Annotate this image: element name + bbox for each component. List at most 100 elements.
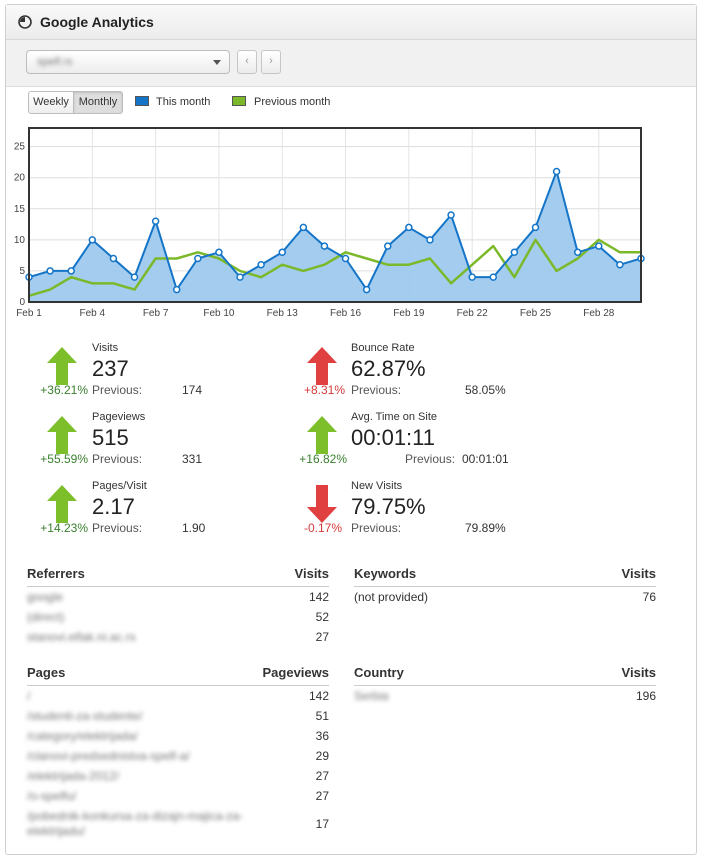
page-views: 142 bbox=[308, 689, 329, 703]
page-path[interactable]: /pobednik-konkursa-za-dizajn-majica-za-e… bbox=[27, 809, 244, 838]
avg-time-value: 00:01:11 bbox=[351, 425, 436, 450]
x-tick-label: Feb 25 bbox=[520, 308, 552, 319]
referrers-header: Referrers Visits bbox=[27, 564, 329, 587]
x-tick-label: Feb 28 bbox=[583, 308, 615, 319]
this-month-point bbox=[88, 236, 97, 244]
arrow-up-icon bbox=[47, 347, 77, 385]
page-path[interactable]: /category/elektrijada/ bbox=[27, 729, 138, 743]
page-path[interactable]: /o-spelfu/ bbox=[27, 789, 77, 803]
referrers-title: Referrers bbox=[27, 566, 85, 581]
this-month-point bbox=[151, 217, 160, 225]
x-tick-label: Feb 16 bbox=[330, 308, 362, 319]
prev-button[interactable]: ‹ bbox=[237, 50, 257, 74]
this-month-point bbox=[405, 223, 413, 232]
pages-title: Pages bbox=[27, 665, 66, 680]
this-month-point bbox=[278, 248, 286, 257]
referrer-visits: 52 bbox=[315, 610, 329, 624]
new-visits-label: New Visits bbox=[351, 480, 403, 492]
this-month-point bbox=[46, 267, 54, 275]
referrers-col: Visits bbox=[294, 566, 329, 581]
keywords-title: Keywords bbox=[354, 566, 417, 581]
referrer-name[interactable]: (direct) bbox=[27, 610, 65, 624]
referrer-name[interactable]: google bbox=[27, 590, 64, 604]
this-month-point bbox=[616, 260, 624, 269]
pageviews-previous-value: 331 bbox=[182, 452, 203, 466]
table-row: /o-spelfu/27 bbox=[27, 786, 329, 806]
pages-visit-previous-label: Previous: bbox=[92, 521, 143, 535]
x-tick-label: Feb 22 bbox=[457, 308, 489, 319]
page-path[interactable]: /elektrijada-2012/ bbox=[27, 769, 120, 783]
pageviews-value: 515 bbox=[92, 425, 129, 450]
referrer-visits: 27 bbox=[315, 630, 329, 644]
arrow-up-icon bbox=[47, 416, 77, 454]
this-month-point bbox=[595, 242, 603, 250]
visits-label: Visits bbox=[92, 342, 119, 354]
this-month-line bbox=[28, 170, 642, 291]
page-views: 17 bbox=[315, 817, 329, 831]
table-row: / 142 bbox=[27, 686, 329, 706]
bounce-rate-value: 62.87% bbox=[351, 356, 426, 381]
avg-time-previous-label: Previous: bbox=[405, 452, 456, 466]
pageviews-label: Pageviews bbox=[92, 411, 146, 423]
page-views: 27 bbox=[315, 789, 329, 803]
table-row: Serbia 196 bbox=[354, 686, 656, 706]
this-month-point bbox=[172, 285, 181, 294]
this-month-point bbox=[510, 248, 519, 257]
next-button[interactable]: › bbox=[261, 50, 281, 74]
page-views: 29 bbox=[315, 749, 329, 763]
legend-previous-month[interactable]: Previous month bbox=[254, 96, 331, 108]
this-month-point bbox=[362, 285, 371, 294]
referrer-name[interactable]: stanovi.elfak.ni.ac.rs bbox=[27, 630, 136, 644]
previous-month-line bbox=[28, 238, 641, 297]
legend-this-month[interactable]: This month bbox=[156, 96, 211, 108]
bounce-rate-previous-label: Previous: bbox=[351, 383, 402, 397]
widget-header: Google Analytics bbox=[6, 5, 696, 40]
avg-time-label: Avg. Time on Site bbox=[351, 411, 438, 423]
page-path[interactable]: /clanovi-predsednistva-spelf-a/ bbox=[27, 749, 190, 763]
widget-title: Google Analytics bbox=[40, 14, 154, 30]
new-visits-value: 79.75% bbox=[351, 494, 426, 519]
this-month-point bbox=[194, 254, 202, 263]
arrow-down-icon bbox=[307, 485, 337, 523]
site-select[interactable]: spelf.rs bbox=[26, 50, 230, 74]
table-row: /studenti-za-studente/51 bbox=[27, 706, 329, 726]
visits-change: +36.21% bbox=[40, 383, 88, 397]
bounce-rate-change: +8.31% bbox=[303, 383, 345, 397]
this-month-point bbox=[109, 254, 118, 263]
this-month-point bbox=[573, 248, 582, 257]
referrers-table: Referrers Visits google 142 (direct) 52 st… bbox=[27, 564, 329, 647]
pages-visit-label: Pages/Visit bbox=[92, 480, 147, 492]
arrow-up-icon bbox=[47, 485, 77, 523]
this-month-point bbox=[299, 223, 308, 232]
arrow-up-icon bbox=[307, 416, 337, 454]
weekly-button[interactable]: Weekly bbox=[28, 91, 74, 114]
country-table: Country Visits Serbia 196 bbox=[354, 663, 656, 706]
visits-chart: 0 5 10 15 20 25 Feb 1 Feb 4 Feb 7 Feb 10 Feb 13 Feb… bbox=[0, 118, 692, 328]
table-row: /clanovi-predsednistva-spelf-a/29 bbox=[27, 746, 329, 766]
new-visits-previous-value: 79.89% bbox=[465, 521, 506, 535]
y-tick-label: 25 bbox=[14, 142, 26, 153]
table-row: stanovi.elfak.ni.ac.rs 27 bbox=[27, 627, 329, 647]
country-title: Country bbox=[354, 665, 404, 680]
this-month-point bbox=[320, 242, 329, 250]
toolbar: spelf.rs ‹ › bbox=[6, 40, 696, 87]
analytics-pie-icon bbox=[18, 15, 32, 29]
arrow-up-icon bbox=[307, 347, 337, 385]
this-month-point bbox=[215, 248, 223, 257]
page-views: 51 bbox=[315, 709, 329, 723]
country-header: Country Visits bbox=[354, 663, 656, 686]
pages-col: Pageviews bbox=[262, 665, 330, 680]
y-tick-label: 15 bbox=[14, 204, 26, 215]
visits-value: 237 bbox=[92, 356, 129, 381]
table-row: /elektrijada-2012/27 bbox=[27, 766, 329, 786]
visits-previous-value: 174 bbox=[182, 383, 203, 397]
page-path[interactable]: /studenti-za-studente/ bbox=[27, 709, 143, 723]
avg-time-change: +16.82% bbox=[299, 452, 347, 466]
avg-time-previous-value: 00:01:01 bbox=[462, 452, 509, 466]
page-path[interactable]: / bbox=[27, 689, 31, 703]
x-tick-label: Feb 7 bbox=[143, 308, 169, 319]
this-month-point bbox=[341, 254, 350, 263]
this-month-point bbox=[552, 167, 561, 176]
x-tick-label: Feb 10 bbox=[203, 308, 235, 319]
monthly-button[interactable]: Monthly bbox=[73, 91, 123, 114]
